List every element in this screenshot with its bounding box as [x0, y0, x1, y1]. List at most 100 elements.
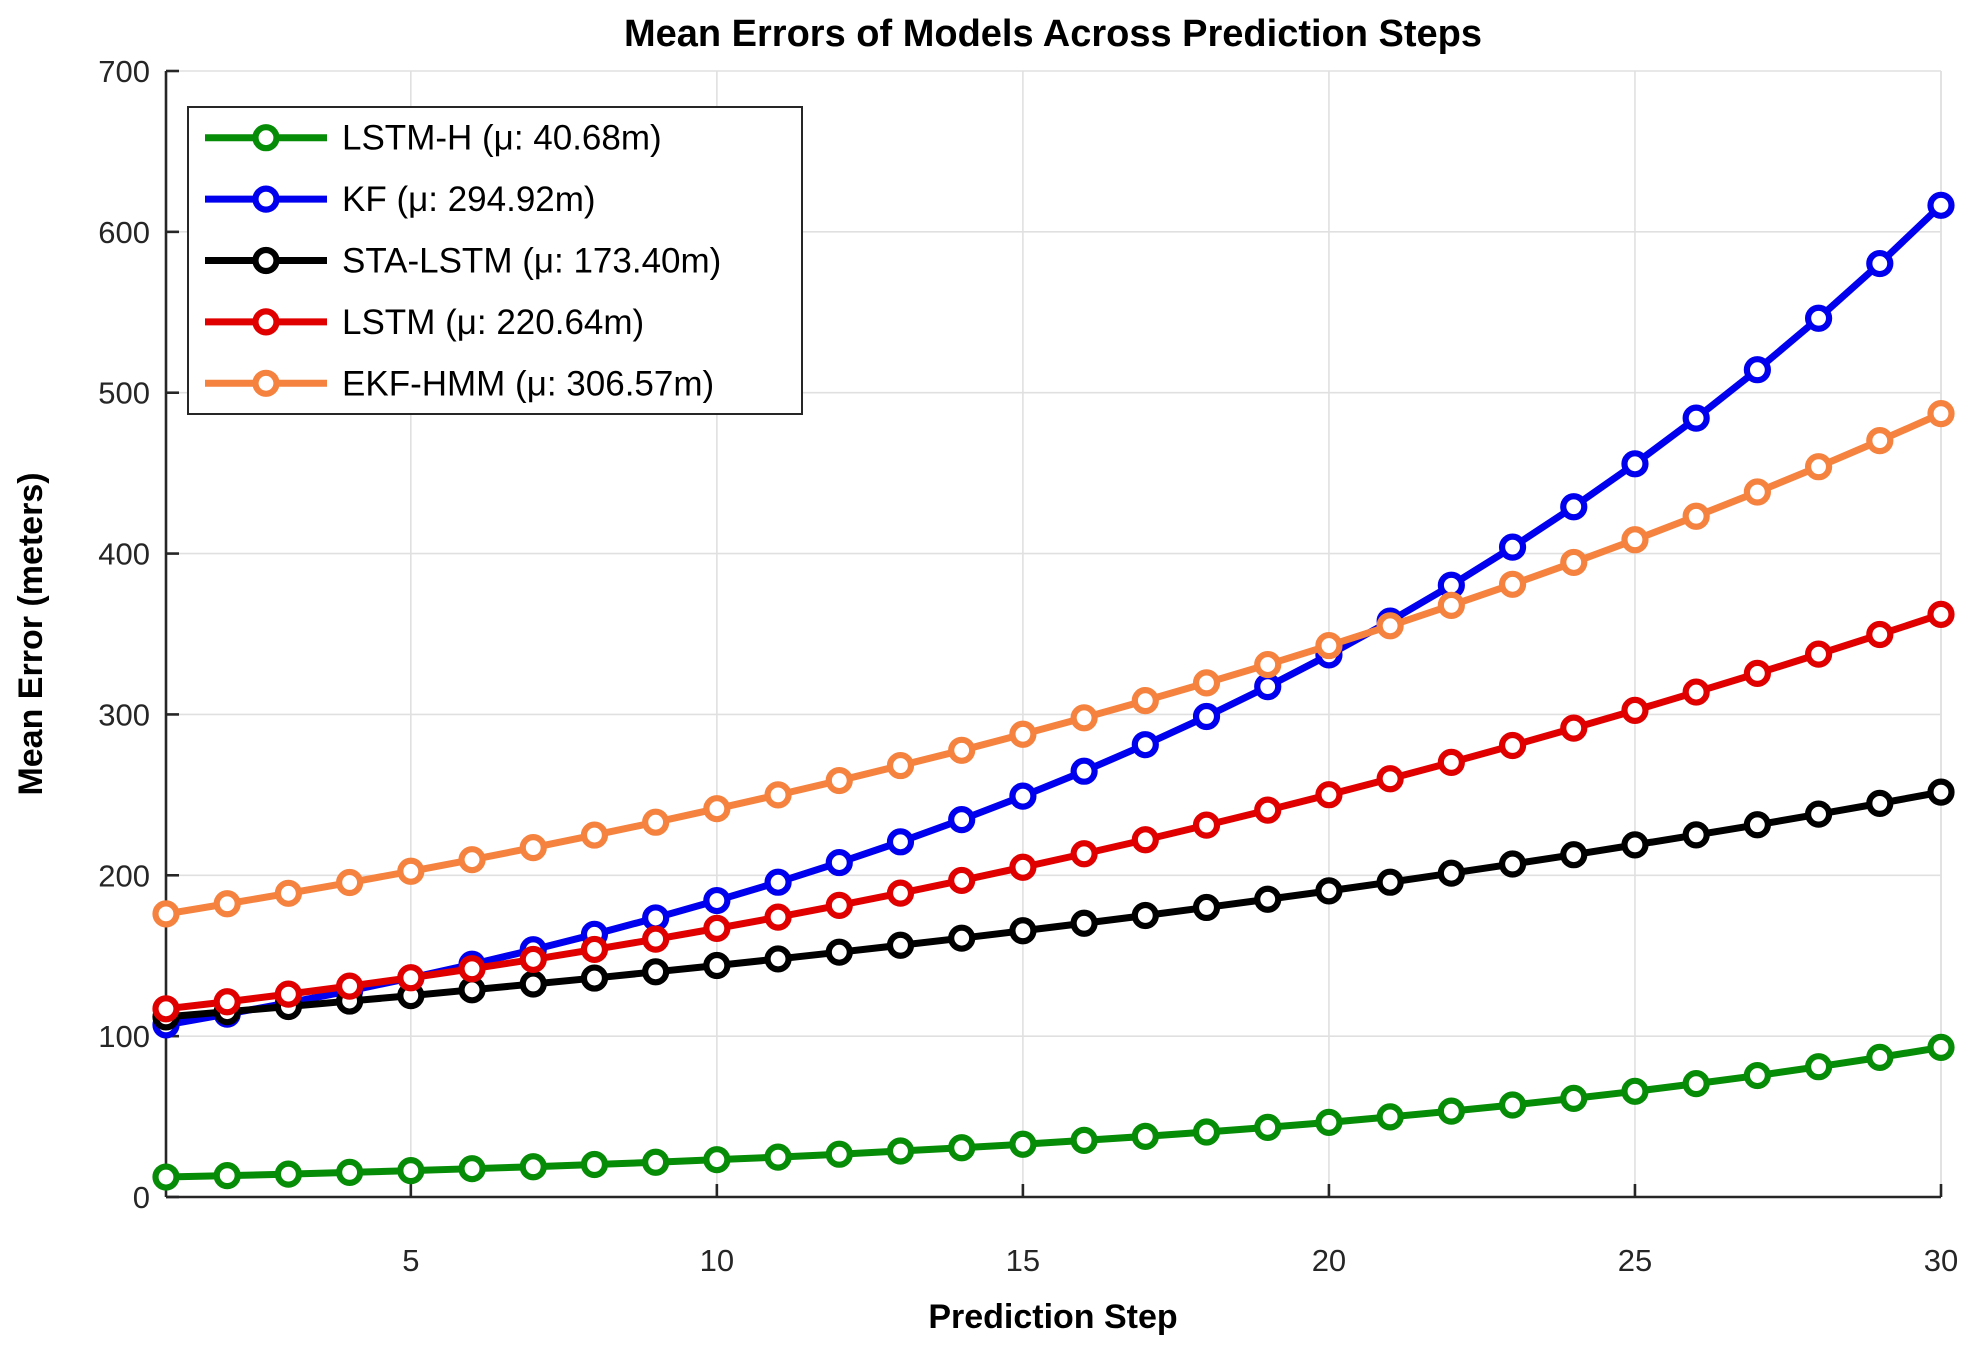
data-point-EKF-HMM	[1498, 570, 1527, 598]
data-point-KF	[1866, 249, 1894, 278]
data-point-LSTM-H	[1498, 1091, 1527, 1119]
data-point-LSTM	[1560, 714, 1588, 742]
data-point-EKF-HMM	[1131, 686, 1159, 715]
data-point-LSTM	[1743, 659, 1771, 688]
data-point-STA-LSTM	[825, 938, 853, 966]
chart-title: Mean Errors of Models Across Prediction …	[624, 13, 1482, 55]
data-point-LSTM-H	[1131, 1122, 1159, 1150]
data-point-STA-LSTM	[1131, 901, 1159, 930]
data-point-LSTM-H	[1315, 1108, 1343, 1136]
data-point-LSTM-H	[1437, 1097, 1465, 1125]
data-point-LSTM	[1804, 640, 1833, 668]
data-point-STA-LSTM	[458, 976, 486, 1004]
data-point-LSTM	[336, 972, 364, 1000]
data-point-STA-LSTM	[1498, 850, 1527, 878]
data-point-LSTM-H	[580, 1150, 609, 1179]
data-point-EKF-HMM	[764, 781, 792, 809]
data-point-LSTM	[519, 945, 547, 974]
data-point-EKF-HMM	[703, 795, 731, 823]
legend-layer: LSTM-H (μ: 40.68m) KF (μ: 294.92m) STA-LST…	[187, 106, 803, 415]
data-point-KF	[1927, 191, 1955, 219]
x-axis-label: Prediction Step	[928, 1298, 1177, 1336]
x-tick-label: 5	[402, 1243, 419, 1278]
data-point-EKF-HMM	[886, 751, 915, 780]
data-point-KF	[1192, 702, 1221, 731]
data-point-STA-LSTM	[1009, 917, 1037, 945]
data-point-LSTM-H	[948, 1134, 976, 1162]
data-point-LSTM	[825, 891, 853, 919]
y-tick-label: 600	[98, 215, 150, 250]
data-point-LSTM-H	[1743, 1061, 1771, 1090]
data-point-EKF-HMM	[1009, 720, 1037, 748]
data-point-STA-LSTM	[1621, 831, 1649, 859]
data-point-EKF-HMM	[948, 736, 976, 764]
data-point-KF	[886, 828, 915, 856]
data-point-LSTM	[274, 980, 303, 1008]
data-point-STA-LSTM	[1254, 885, 1282, 913]
legend-marker	[252, 185, 280, 213]
data-point-EKF-HMM	[152, 900, 180, 928]
legend-marker	[252, 369, 280, 397]
data-point-LSTM	[1682, 678, 1710, 706]
x-tick-label: 25	[1618, 1243, 1652, 1278]
data-point-LSTM-H	[1192, 1118, 1221, 1146]
data-point-LSTM	[458, 955, 486, 983]
data-point-KF	[642, 904, 670, 932]
legend-marker	[252, 308, 280, 336]
data-point-LSTM	[948, 866, 976, 895]
data-point-LSTM-H	[764, 1143, 792, 1171]
data-point-STA-LSTM	[1376, 868, 1404, 896]
data-point-KF	[1254, 673, 1282, 701]
data-point-LSTM-H	[397, 1157, 425, 1185]
data-point-LSTM-H	[1070, 1126, 1098, 1154]
data-point-LSTM	[1376, 765, 1404, 793]
data-point-LSTM	[703, 914, 731, 942]
data-point-LSTM	[1437, 748, 1465, 776]
legend-entry-LSTM-H: LSTM-H (μ: 40.68m)	[342, 119, 662, 158]
data-point-EKF-HMM	[1437, 591, 1465, 619]
data-point-STA-LSTM	[1866, 789, 1894, 817]
data-point-STA-LSTM	[580, 964, 609, 992]
data-point-EKF-HMM	[580, 821, 609, 849]
y-tick-label: 100	[98, 1019, 150, 1054]
data-point-STA-LSTM	[1743, 811, 1771, 839]
series-line-LSTM	[162, 610, 1945, 1013]
data-point-EKF-HMM	[1804, 453, 1833, 481]
data-point-STA-LSTM	[948, 924, 976, 952]
data-point-KF	[1009, 782, 1037, 810]
data-point-STA-LSTM	[1315, 877, 1343, 905]
legend-entry-EKF-HMM: EKF-HMM (μ: 306.57m)	[342, 364, 714, 403]
y-tick-label: 700	[98, 54, 150, 89]
data-point-EKF-HMM	[1682, 502, 1710, 530]
data-point-LSTM	[1254, 796, 1282, 824]
data-point-KF	[948, 806, 976, 834]
data-point-EKF-HMM	[1254, 650, 1282, 679]
data-point-LSTM-H	[1254, 1113, 1282, 1141]
y-tick-label: 500	[98, 376, 150, 411]
legend-entry-STA-LSTM: STA-LSTM (μ: 173.40m)	[342, 242, 721, 281]
data-point-STA-LSTM	[886, 931, 915, 959]
data-point-LSTM-H	[1927, 1033, 1955, 1062]
x-tick-label: 20	[1312, 1243, 1346, 1278]
data-point-LSTM-H	[519, 1153, 547, 1181]
y-tick-label: 0	[133, 1180, 150, 1215]
data-point-KF	[1743, 356, 1771, 384]
data-point-LSTM-H	[213, 1162, 241, 1190]
data-point-EKF-HMM	[336, 868, 364, 897]
data-point-EKF-HMM	[397, 857, 425, 885]
data-point-EKF-HMM	[825, 766, 853, 795]
data-point-STA-LSTM	[642, 958, 670, 986]
data-point-LSTM	[886, 879, 915, 907]
series-line-LSTM-H	[162, 1043, 1945, 1181]
data-point-LSTM-H	[1804, 1053, 1833, 1081]
data-point-KF	[764, 868, 792, 896]
data-point-STA-LSTM	[1070, 909, 1098, 937]
data-point-LSTM	[1070, 840, 1098, 868]
data-point-LSTM-H	[825, 1140, 853, 1168]
data-point-EKF-HMM	[1376, 612, 1404, 640]
data-point-LSTM-H	[1560, 1084, 1588, 1112]
data-point-STA-LSTM	[1927, 778, 1955, 806]
data-point-LSTM	[1621, 696, 1649, 725]
y-axis-label: Mean Error (meters)	[12, 472, 50, 795]
